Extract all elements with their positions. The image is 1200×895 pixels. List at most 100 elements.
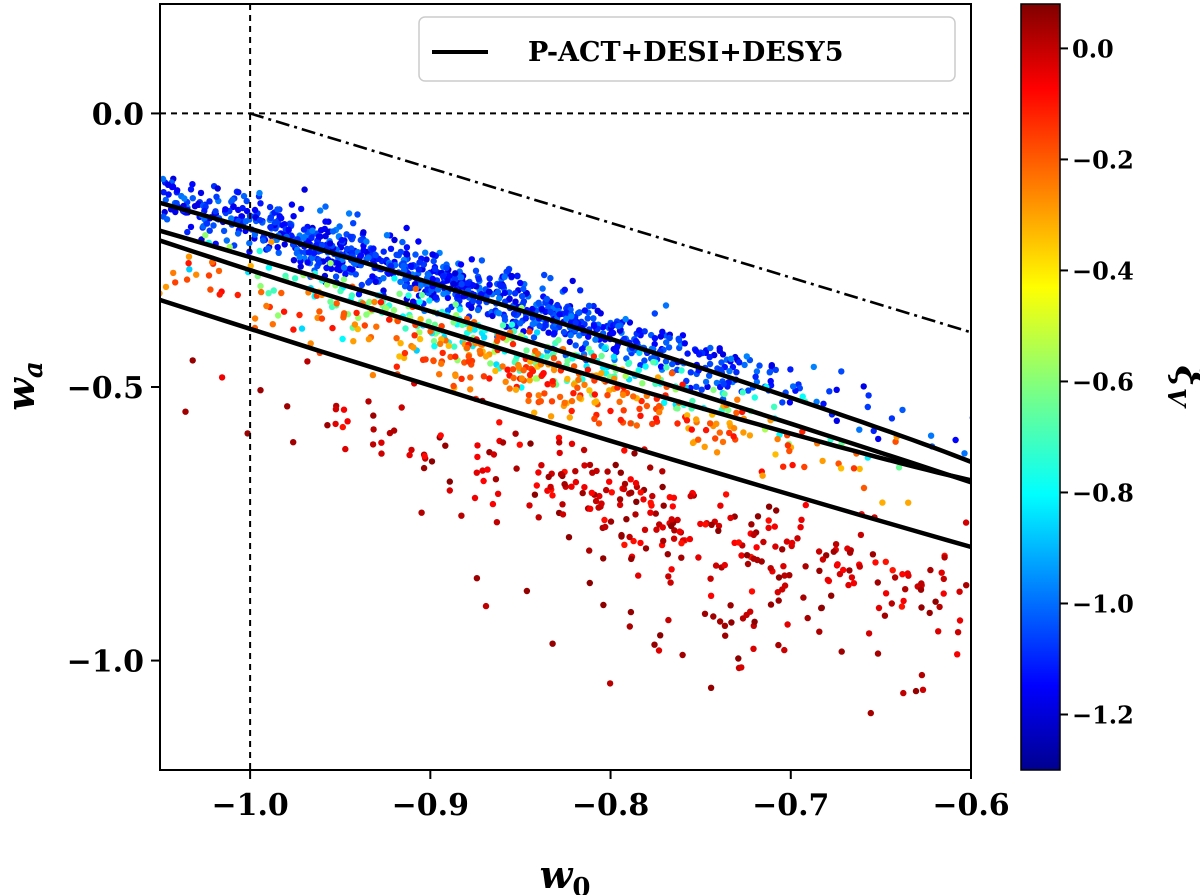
scatter-point (123, 180, 129, 186)
scatter-point (585, 302, 593, 309)
scatter-point (636, 405, 643, 412)
scatter-point (110, 179, 116, 185)
scatter-point (820, 400, 827, 407)
scatter-point (734, 396, 741, 403)
scatter-point (470, 297, 477, 305)
scatter-point (708, 521, 715, 528)
scatter-point (740, 429, 747, 436)
scatter-point (415, 266, 423, 273)
scatter-point (651, 335, 659, 342)
scatter-point (128, 192, 134, 198)
scatter-point (348, 292, 356, 299)
scatter-point (80, 166, 86, 172)
scatter-point (927, 432, 935, 439)
scatter-point (547, 413, 555, 420)
scatter-point (551, 330, 558, 337)
scatter-point (487, 360, 494, 367)
scatter-point (416, 298, 423, 305)
scatter-point (298, 325, 306, 332)
scatter-point (612, 461, 619, 469)
scatter-point (888, 600, 895, 607)
scatter-point (669, 503, 676, 510)
scatter-point (316, 308, 323, 315)
scatter-point (300, 234, 307, 241)
scatter-point (153, 189, 159, 195)
scatter-point (1010, 592, 1016, 598)
scatter-point (45, 170, 51, 176)
scatter-point (662, 358, 670, 365)
scatter-point (975, 410, 981, 416)
scatter-point (390, 427, 398, 434)
scatter-point (572, 342, 579, 349)
scatter-point (472, 267, 480, 274)
scatter-point (628, 489, 635, 496)
scatter-point (345, 210, 353, 217)
x-tick-label: −0.8 (572, 788, 649, 823)
scatter-point (365, 336, 373, 343)
scatter-point (527, 440, 534, 447)
scatter-point (99, 179, 105, 185)
scatter-point (674, 405, 681, 412)
scatter-point (365, 279, 372, 286)
scatter-point (526, 377, 533, 384)
scatter-point (428, 458, 436, 465)
scatter-point (584, 366, 592, 373)
scatter-point (338, 236, 345, 244)
scatter-point (238, 213, 245, 220)
scatter-point (372, 252, 379, 259)
scatter-point (659, 328, 666, 335)
scatter-point (520, 367, 527, 374)
scatter-point (193, 271, 200, 278)
scatter-point (412, 285, 420, 292)
scatter-point (38, 172, 44, 178)
scatter-point (416, 259, 423, 266)
scatter-point (657, 363, 665, 370)
scatter-point (581, 381, 588, 388)
scatter-point (888, 415, 896, 422)
scatter-point (779, 586, 786, 593)
scatter-point (787, 366, 794, 373)
scatter-point (436, 371, 443, 378)
scatter-point (725, 406, 732, 414)
scatter-point (900, 597, 907, 605)
scatter-point (256, 247, 263, 255)
scatter-point (473, 469, 480, 476)
scatter-point (828, 592, 835, 599)
scatter-point (275, 249, 282, 256)
scatter-point (418, 291, 426, 299)
scatter-point (327, 298, 334, 305)
scatter-point (184, 228, 191, 236)
scatter-point (659, 524, 666, 531)
scatter-point (457, 274, 465, 281)
scatter-point (586, 387, 593, 394)
scatter-point (365, 398, 372, 405)
scatter-point (704, 383, 711, 390)
scatter-point (326, 240, 334, 247)
scatter-point (838, 648, 845, 655)
scatter-point (440, 290, 447, 298)
scatter-point (802, 501, 809, 509)
scatter-point (702, 426, 710, 434)
scatter-point (265, 264, 273, 271)
scatter-point (1190, 692, 1196, 698)
scatter-point (357, 236, 364, 244)
scatter-point (581, 462, 588, 469)
scatter-point (40, 176, 46, 182)
scatter-point (480, 334, 488, 341)
scatter-point (588, 489, 595, 496)
scatter-point (556, 393, 564, 401)
scatter-point (148, 180, 154, 186)
scatter-point (111, 198, 117, 204)
scatter-point (586, 547, 593, 554)
scatter-point (257, 387, 264, 394)
scatter-point (354, 211, 361, 218)
scatter-point (181, 195, 188, 202)
scatter-point (716, 618, 724, 625)
scatter-point (165, 191, 172, 198)
scatter-point (498, 282, 505, 290)
scatter-point (202, 232, 209, 239)
scatter-point (351, 321, 359, 328)
scatter-point (719, 438, 727, 446)
scatter-point (506, 295, 513, 302)
scatter-point (727, 602, 734, 609)
